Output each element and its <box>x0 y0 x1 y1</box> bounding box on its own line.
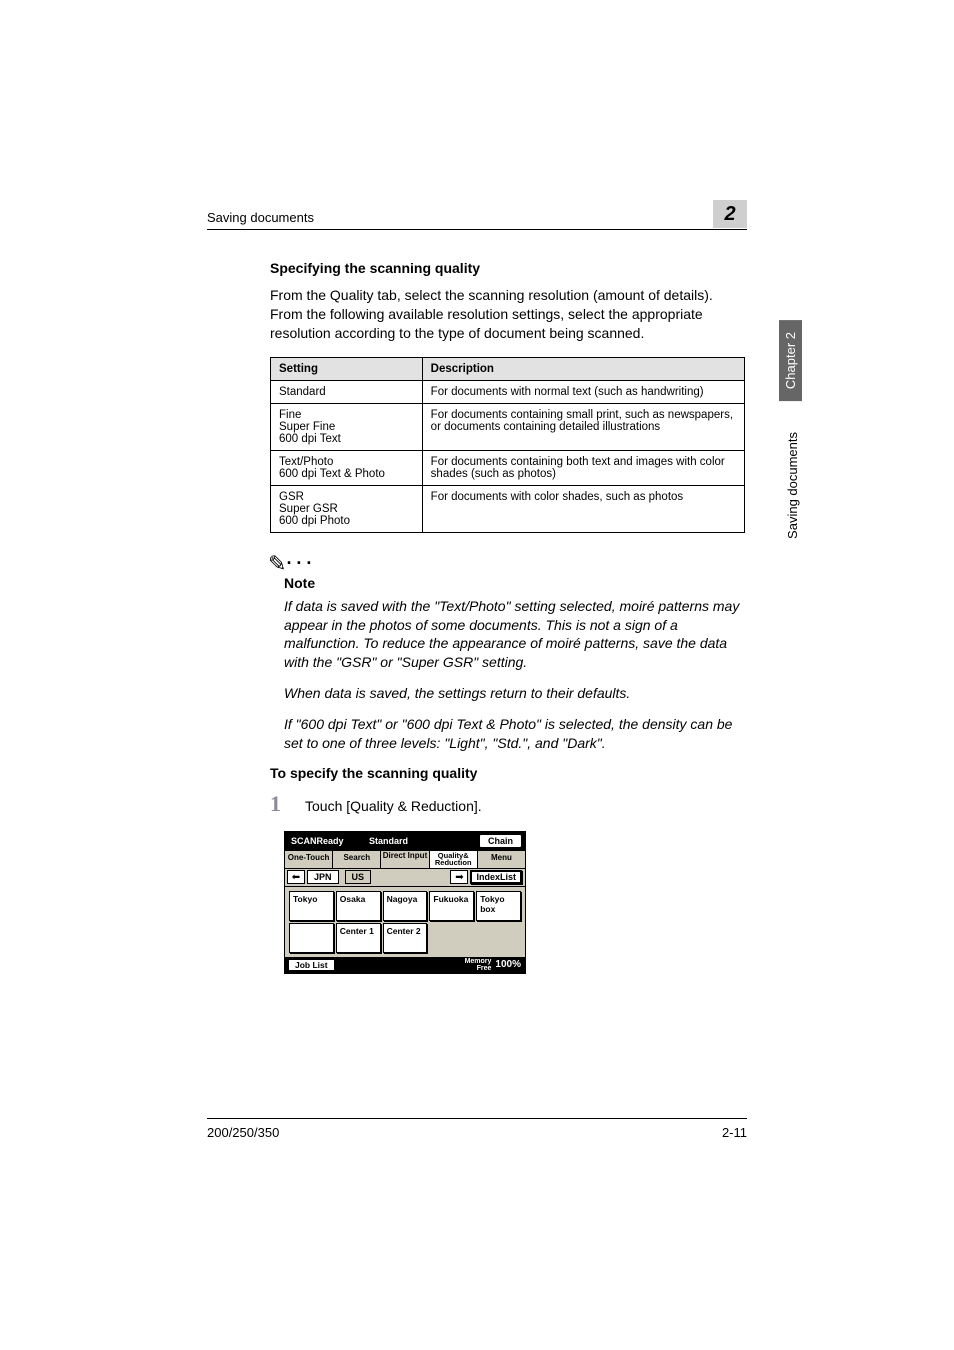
th-setting: Setting <box>271 357 423 380</box>
quality-table: Setting Description Standard For documen… <box>270 357 745 533</box>
tab-direct-input[interactable]: Direct Input <box>381 851 429 868</box>
section-intro: From the Quality tab, select the scannin… <box>270 286 745 343</box>
arrow-right-icon[interactable]: ➡ <box>450 870 468 884</box>
tab-one-touch[interactable]: One-Touch <box>285 851 333 868</box>
dest-center-2[interactable]: Center 2 <box>383 923 428 953</box>
table-row: Standard For documents with normal text … <box>271 380 745 403</box>
side-tab-chapter: Chapter 2 <box>779 320 802 401</box>
dest-nagoya[interactable]: Nagoya <box>383 891 428 921</box>
page-number: 2-11 <box>722 1125 747 1140</box>
section-title: Specifying the scanning quality <box>270 260 745 276</box>
pencil-icon: ✎ <box>268 551 286 576</box>
arrow-left-icon[interactable]: ⬅ <box>287 870 305 884</box>
step: 1 Touch [Quality & Reduction]. <box>270 791 745 817</box>
procedure-title: To specify the scanning quality <box>270 765 745 781</box>
chain-button[interactable]: Chain <box>480 835 521 847</box>
job-list-button[interactable]: Job List <box>289 960 334 970</box>
note-para: When data is saved, the settings return … <box>284 684 745 703</box>
chapter-badge: 2 <box>713 200 747 228</box>
step-number: 1 <box>270 791 281 817</box>
ellipsis-icon: ··· <box>286 553 316 573</box>
memory-percent: 100% <box>493 959 521 970</box>
note-block: ✎··· Note If data is saved with the "Tex… <box>270 551 745 753</box>
dest-osaka[interactable]: Osaka <box>336 891 381 921</box>
dest-fukuoka[interactable]: Fukuoka <box>429 891 474 921</box>
tab-menu[interactable]: Menu <box>478 851 525 868</box>
table-row: Text/Photo 600 dpi Text & Photo For docu… <box>271 450 745 485</box>
lang-us[interactable]: US <box>345 870 372 884</box>
note-para: If data is saved with the "Text/Photo" s… <box>284 597 745 673</box>
lang-jpn[interactable]: JPN <box>307 870 339 884</box>
dest-blank <box>476 923 521 953</box>
table-row: Fine Super Fine 600 dpi Text For documen… <box>271 403 745 450</box>
running-head: Saving documents <box>207 210 747 230</box>
note-label: Note <box>284 575 745 591</box>
dest-tokyo-box[interactable]: Tokyo box <box>476 891 521 921</box>
device-panel: SCANReady Standard Chain One-Touch Searc… <box>284 831 526 974</box>
tab-quality-reduction[interactable]: Quality& Reduction <box>430 851 478 868</box>
dest-blank <box>429 923 474 953</box>
tab-search[interactable]: Search <box>333 851 381 868</box>
memory-label: MemoryFree <box>465 958 494 972</box>
panel-status: SCANReady <box>285 836 359 846</box>
dest-tokyo[interactable]: Tokyo <box>289 891 334 921</box>
step-text: Touch [Quality & Reduction]. <box>305 798 482 814</box>
dest-center-1[interactable]: Center 1 <box>336 923 381 953</box>
index-list-button[interactable]: IndexList <box>470 870 522 884</box>
dest-empty[interactable] <box>289 923 334 953</box>
panel-mode: Standard <box>359 836 418 846</box>
note-para: If "600 dpi Text" or "600 dpi Text & Pho… <box>284 715 745 753</box>
table-row: GSR Super GSR 600 dpi Photo For document… <box>271 485 745 532</box>
th-description: Description <box>422 357 744 380</box>
footer-model: 200/250/350 <box>207 1125 279 1140</box>
side-tab-section: Saving documents <box>783 420 802 551</box>
